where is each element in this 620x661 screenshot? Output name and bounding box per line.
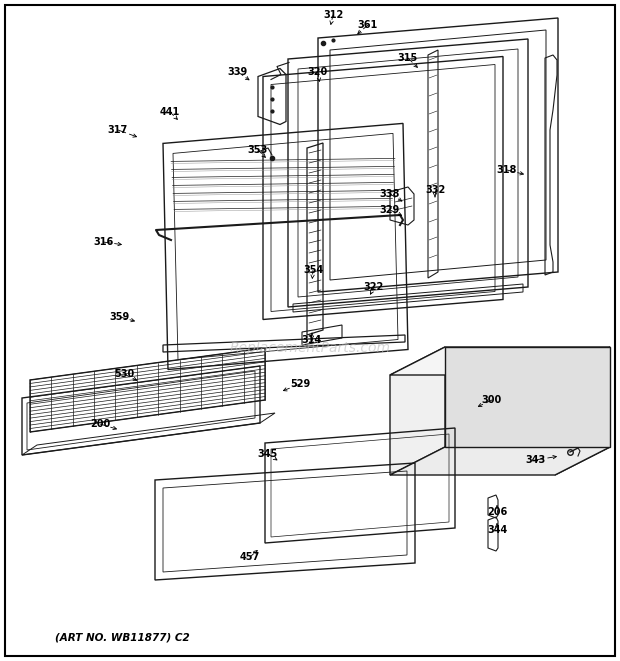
Polygon shape bbox=[390, 347, 445, 475]
Text: 529: 529 bbox=[290, 379, 310, 389]
Text: 530: 530 bbox=[114, 369, 134, 379]
Text: 320: 320 bbox=[308, 67, 328, 77]
Text: ReplacementParts.com: ReplacementParts.com bbox=[229, 341, 391, 355]
Text: 200: 200 bbox=[90, 419, 110, 429]
Polygon shape bbox=[390, 447, 610, 475]
Text: 339: 339 bbox=[228, 67, 248, 77]
Text: 312: 312 bbox=[323, 10, 343, 20]
Polygon shape bbox=[555, 347, 610, 475]
Polygon shape bbox=[390, 347, 610, 375]
Text: 457: 457 bbox=[240, 552, 260, 562]
Text: 317: 317 bbox=[108, 125, 128, 135]
Text: 338: 338 bbox=[380, 189, 400, 199]
Text: 343: 343 bbox=[525, 455, 545, 465]
Text: (ART NO. WB11877) C2: (ART NO. WB11877) C2 bbox=[55, 633, 190, 643]
Text: 361: 361 bbox=[358, 20, 378, 30]
Text: 318: 318 bbox=[497, 165, 517, 175]
Text: 441: 441 bbox=[160, 107, 180, 117]
Text: 316: 316 bbox=[93, 237, 113, 247]
Text: 345: 345 bbox=[258, 449, 278, 459]
Text: 322: 322 bbox=[364, 282, 384, 292]
Text: 344: 344 bbox=[487, 525, 507, 535]
Text: 332: 332 bbox=[425, 185, 445, 195]
Text: 329: 329 bbox=[380, 205, 400, 215]
Text: 315: 315 bbox=[398, 53, 418, 63]
Text: 206: 206 bbox=[487, 507, 507, 517]
Text: 354: 354 bbox=[303, 265, 323, 275]
Text: 314: 314 bbox=[302, 335, 322, 345]
Text: 359: 359 bbox=[110, 312, 130, 322]
Text: 300: 300 bbox=[482, 395, 502, 405]
Text: 353: 353 bbox=[248, 145, 268, 155]
Polygon shape bbox=[445, 347, 610, 447]
